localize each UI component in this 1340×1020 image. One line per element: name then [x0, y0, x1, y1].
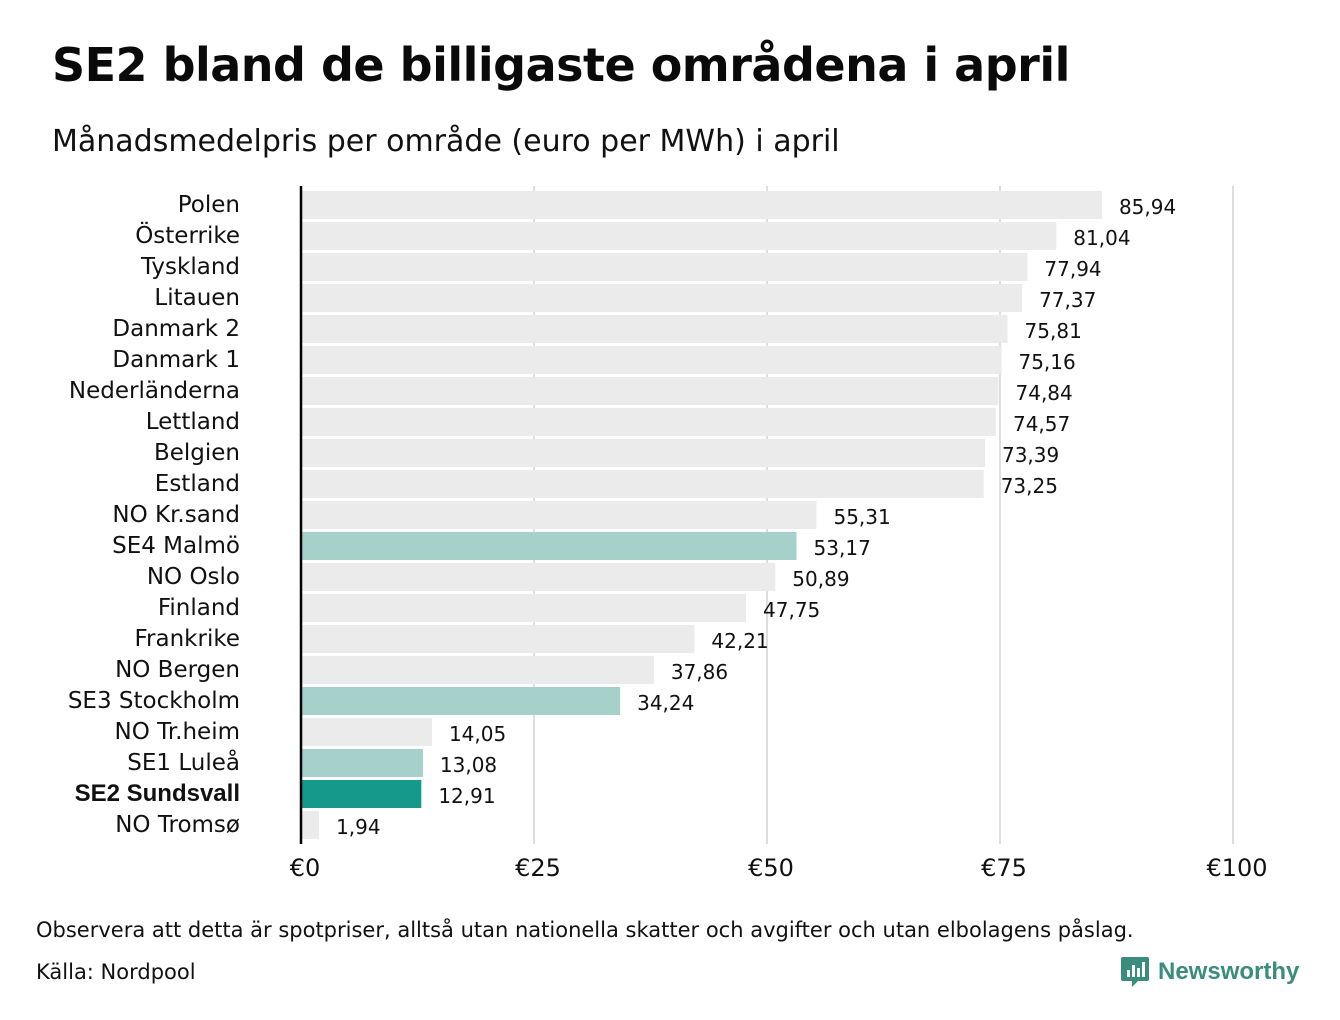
value-label: 73,25 [1001, 474, 1058, 498]
value-label: 37,86 [671, 660, 728, 684]
bar [301, 811, 320, 839]
bar [301, 253, 1028, 281]
brand-name: Newsworthy [1158, 958, 1300, 985]
x-tick-label: €0 [290, 854, 321, 882]
bar [301, 501, 817, 529]
bar [301, 315, 1008, 343]
x-tick-label: €50 [748, 854, 794, 882]
value-label: 75,81 [1025, 319, 1082, 343]
source-label: Källa: Nordpool [36, 960, 196, 984]
value-label: 47,75 [763, 598, 820, 622]
value-label: 55,31 [833, 505, 890, 529]
value-label: 12,91 [438, 784, 495, 808]
chart-subtitle: Månadsmedelpris per område (euro per MWh… [52, 124, 840, 159]
bar [301, 780, 422, 808]
bar [301, 687, 621, 715]
value-label: 53,17 [814, 536, 871, 560]
category-label: Tyskland [140, 254, 240, 280]
category-label: NO Kr.sand [112, 502, 240, 528]
category-label: SE2 Sundsvall [75, 780, 240, 807]
category-label: Danmark 2 [112, 316, 240, 342]
value-label: 81,04 [1073, 226, 1130, 250]
brand-logo[interactable]: Newsworthy [1120, 955, 1299, 989]
category-label: Frankrike [135, 626, 241, 652]
category-label: NO Oslo [147, 564, 240, 590]
value-label: 13,08 [440, 753, 497, 777]
category-label: Finland [158, 595, 240, 621]
bar [301, 191, 1102, 219]
bar [301, 749, 423, 777]
bar [301, 625, 695, 653]
bar-chart: Polen Österrike Tyskland Litauen Danmark 2 Da… [68, 186, 1268, 882]
x-tick-label: €100 [1206, 854, 1267, 882]
bar [301, 284, 1023, 312]
value-label: 1,94 [336, 815, 381, 839]
category-label: Nederländerna [69, 378, 240, 404]
bar [301, 656, 654, 684]
value-label: 77,37 [1039, 288, 1096, 312]
category-label: SE1 Luleå [127, 748, 240, 776]
bar [301, 594, 747, 622]
x-tick-label: €75 [981, 854, 1027, 882]
bar [301, 377, 999, 405]
value-label: 73,39 [1002, 443, 1059, 467]
bar [301, 222, 1057, 250]
value-label: 77,94 [1044, 257, 1101, 281]
chart-title: SE2 bland de billigaste områdena i april [52, 38, 1070, 92]
category-label: Danmark 1 [112, 347, 240, 373]
bar [301, 346, 1002, 374]
value-label: 85,94 [1119, 195, 1176, 219]
bar [301, 532, 797, 560]
bar [301, 718, 432, 746]
category-label: SE3 Stockholm [68, 688, 240, 714]
footnote: Observera att detta är spotpriser, allts… [36, 918, 1134, 942]
value-label: 34,24 [637, 691, 694, 715]
category-label: Lettland [146, 409, 240, 435]
category-label: Polen [178, 192, 240, 218]
category-label: Litauen [154, 285, 240, 311]
newsworthy-logo-icon [1121, 957, 1149, 987]
value-labels: 85,94 81,04 77,94 77,37 75,81 75,16 74,84 74,57… [336, 195, 1176, 839]
category-label: Estland [155, 471, 240, 497]
bars [301, 191, 1102, 839]
value-label: 50,89 [792, 567, 849, 591]
value-label: 42,21 [711, 629, 768, 653]
value-label: 74,57 [1013, 412, 1070, 436]
value-label: 74,84 [1016, 381, 1073, 405]
bar [301, 563, 776, 591]
value-label: 14,05 [449, 722, 506, 746]
x-tick-label: €25 [515, 854, 561, 882]
category-label: Belgien [154, 440, 240, 466]
category-label: Österrike [135, 221, 240, 249]
category-label: NO Bergen [115, 657, 240, 683]
category-label: NO Tromsø [115, 812, 240, 838]
bar [301, 439, 985, 467]
value-label: 75,16 [1018, 350, 1075, 374]
x-axis-ticks: €0 €25 €50 €75 €100 [290, 854, 1268, 882]
bar [301, 408, 996, 436]
bar [301, 470, 984, 498]
category-labels: Polen Österrike Tyskland Litauen Danmark 2 Da… [68, 192, 240, 838]
category-label: SE4 Malmö [112, 533, 240, 559]
category-label: NO Tr.heim [115, 719, 240, 745]
